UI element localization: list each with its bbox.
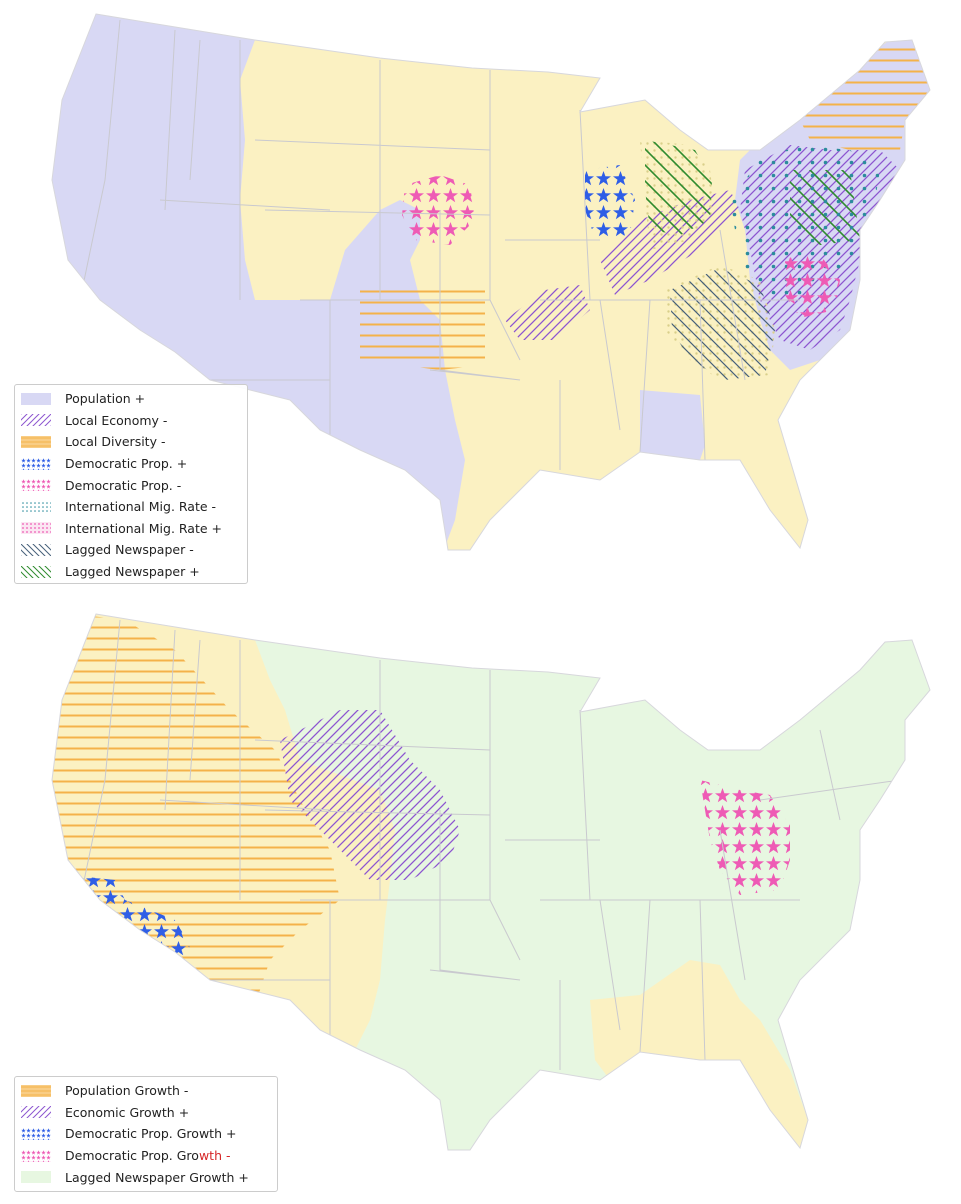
legend-item-lagged-newspaper-plus: Lagged Newspaper + — [21, 561, 241, 583]
navy-hatch-swatch-icon — [21, 543, 51, 556]
legend-item-local-economy-minus: Local Economy - — [21, 410, 241, 432]
region-northeast-migration-minus — [730, 145, 880, 300]
top-legend: Population + Local Economy - Local Diver… — [14, 384, 248, 584]
legend-label: Economic Growth + — [65, 1104, 190, 1120]
legend-item-lagged-newspaper-growth-plus: Lagged Newspaper Growth + — [21, 1166, 271, 1188]
legend-label: Lagged Newspaper + — [65, 564, 200, 580]
legend-item-lagged-newspaper-minus: Lagged Newspaper - — [21, 539, 241, 561]
region-appalachia-newspaper-minus — [670, 268, 775, 380]
legend-label: Local Economy - — [65, 412, 168, 428]
region-northeast-diversity-minus — [800, 40, 930, 150]
legend-item-economic-growth-plus: Economic Growth + — [21, 1102, 271, 1124]
legend-label: Democratic Prop. Growth + — [65, 1126, 237, 1142]
lavender-fill-swatch-icon — [21, 392, 51, 405]
bottom-legend: Population Growth - Economic Growth + De… — [14, 1076, 278, 1192]
legend-label: Lagged Newspaper - — [65, 542, 194, 558]
region-nebraska-democratic-minus — [402, 175, 475, 245]
blue-stars-swatch-icon — [21, 1127, 51, 1140]
legend-label: Local Diversity - — [65, 434, 166, 450]
legend-label: Democratic Prop. - — [65, 477, 182, 493]
bottom-state-borders — [79, 619, 901, 1070]
region-wisconsin-democratic-plus — [585, 165, 635, 238]
legend-item-democratic-prop-plus: Democratic Prop. + — [21, 453, 241, 475]
purple-hatch-swatch-icon — [21, 1106, 51, 1119]
orange-fill-swatch-icon — [21, 1084, 51, 1097]
pink-stars-swatch-icon — [21, 1149, 51, 1162]
legend-label: Democratic Prop. + — [65, 456, 188, 472]
region-michigan-newspaper-plus — [645, 140, 712, 235]
orange-fill-swatch-icon — [21, 435, 51, 448]
legend-item-democratic-prop-growth-minus: Democratic Prop. Growth - — [21, 1145, 271, 1167]
legend-item-local-diversity-minus: Local Diversity - — [21, 431, 241, 453]
legend-item-democratic-prop-growth-plus: Democratic Prop. Growth + — [21, 1123, 271, 1145]
legend-item-intl-mig-minus: International Mig. Rate - — [21, 496, 241, 518]
legend-item-population-plus: Population + — [21, 388, 241, 410]
legend-label-main: Democratic Prop. Gro — [65, 1148, 199, 1164]
blue-stars-swatch-icon — [21, 457, 51, 470]
pink-dots-swatch-icon — [21, 522, 51, 535]
legend-label-highlight: wth - — [198, 1148, 231, 1164]
region-central-diversity-minus — [360, 285, 485, 370]
top-map — [51, 13, 931, 551]
region-virginia-migration-plus — [785, 255, 840, 318]
region-appalachia-democratic-growth-minus — [700, 780, 790, 895]
bottom-map — [51, 613, 931, 1151]
pink-stars-swatch-icon — [21, 479, 51, 492]
legend-label: Population + — [65, 391, 146, 407]
legend-label: Population Growth - — [65, 1083, 189, 1099]
legend-label: International Mig. Rate + — [65, 520, 223, 536]
region-southeast-population-plus — [640, 390, 705, 460]
top-state-borders — [79, 19, 800, 470]
region-plains-economic-growth-plus — [280, 710, 460, 880]
legend-item-population-growth-minus: Population Growth - — [21, 1080, 271, 1102]
teal-dots-swatch-icon — [21, 500, 51, 513]
legend-label: Democratic Prop. Growth - — [65, 1148, 230, 1163]
region-southeast-yellow — [590, 960, 808, 1148]
mint-fill-swatch-icon — [21, 1171, 51, 1184]
top-map-panel: Population + Local Economy - Local Diver… — [0, 0, 961, 600]
purple-hatch-swatch-icon — [21, 414, 51, 427]
green-hatch-swatch-icon — [21, 565, 51, 578]
legend-label: International Mig. Rate - — [65, 499, 217, 515]
legend-label: Lagged Newspaper Growth + — [65, 1169, 249, 1185]
legend-item-intl-mig-plus: International Mig. Rate + — [21, 518, 241, 540]
bottom-map-panel: Population Growth - Economic Growth + De… — [0, 600, 961, 1200]
region-missouri-economy-minus — [505, 285, 590, 340]
legend-item-democratic-prop-minus: Democratic Prop. - — [21, 474, 241, 496]
